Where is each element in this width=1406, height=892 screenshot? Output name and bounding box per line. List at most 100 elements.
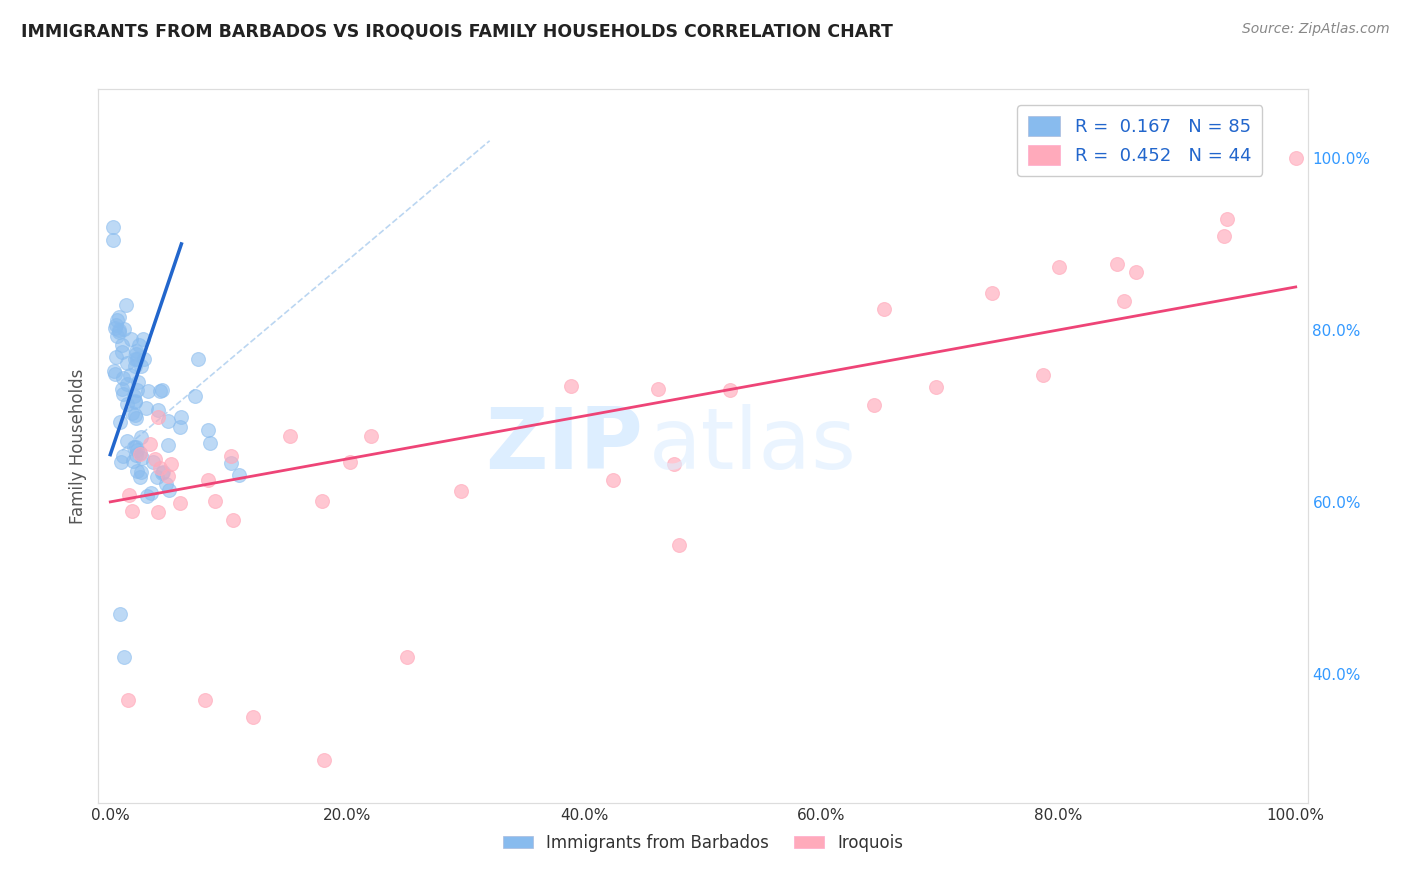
Point bbox=[111, 382, 134, 396]
Point bbox=[132, 332, 155, 346]
Point bbox=[115, 356, 138, 370]
Point bbox=[105, 312, 128, 326]
Point bbox=[155, 477, 177, 491]
Point bbox=[157, 483, 180, 498]
Point bbox=[110, 338, 132, 352]
Point bbox=[862, 398, 884, 412]
Point bbox=[1285, 151, 1308, 165]
Point bbox=[602, 473, 624, 487]
Point bbox=[108, 415, 131, 429]
Point bbox=[127, 442, 149, 457]
Point bbox=[128, 338, 150, 352]
Point bbox=[127, 375, 149, 389]
Point bbox=[925, 380, 948, 394]
Point bbox=[194, 692, 217, 706]
Point bbox=[149, 384, 172, 398]
Point bbox=[228, 468, 250, 483]
Point bbox=[873, 301, 896, 316]
Point bbox=[136, 489, 159, 503]
Point bbox=[125, 347, 148, 361]
Point bbox=[981, 286, 1004, 301]
Text: Source: ZipAtlas.com: Source: ZipAtlas.com bbox=[1241, 22, 1389, 37]
Point bbox=[111, 371, 134, 385]
Point bbox=[111, 345, 134, 359]
Point bbox=[125, 464, 148, 478]
Point bbox=[143, 451, 166, 466]
Point bbox=[1032, 368, 1054, 383]
Point bbox=[120, 332, 142, 346]
Point bbox=[125, 384, 148, 398]
Point bbox=[124, 351, 146, 366]
Point bbox=[110, 455, 132, 469]
Point bbox=[1107, 257, 1129, 271]
Y-axis label: Family Households: Family Households bbox=[69, 368, 87, 524]
Point bbox=[104, 321, 127, 335]
Point bbox=[125, 440, 148, 454]
Point bbox=[124, 344, 146, 359]
Point bbox=[104, 368, 127, 382]
Point bbox=[129, 466, 152, 480]
Point bbox=[204, 493, 226, 508]
Point bbox=[135, 401, 157, 416]
Point bbox=[136, 384, 159, 398]
Point bbox=[150, 466, 173, 480]
Point bbox=[131, 451, 153, 466]
Point bbox=[105, 318, 128, 332]
Text: IMMIGRANTS FROM BARBADOS VS IROQUOIS FAMILY HOUSEHOLDS CORRELATION CHART: IMMIGRANTS FROM BARBADOS VS IROQUOIS FAM… bbox=[21, 22, 893, 40]
Point bbox=[1114, 293, 1136, 308]
Point bbox=[242, 710, 264, 724]
Point bbox=[117, 692, 139, 706]
Point bbox=[129, 469, 152, 483]
Point bbox=[108, 310, 131, 324]
Legend: Immigrants from Barbados, Iroquois: Immigrants from Barbados, Iroquois bbox=[496, 828, 910, 859]
Point bbox=[221, 449, 243, 463]
Point bbox=[197, 423, 219, 437]
Point bbox=[1125, 264, 1147, 278]
Point bbox=[187, 351, 209, 366]
Point bbox=[450, 483, 472, 498]
Point bbox=[134, 352, 156, 367]
Text: ZIP: ZIP bbox=[485, 404, 643, 488]
Point bbox=[115, 377, 138, 392]
Point bbox=[146, 410, 169, 425]
Point bbox=[149, 461, 172, 475]
Point bbox=[115, 434, 138, 448]
Point bbox=[198, 435, 221, 450]
Point bbox=[280, 429, 302, 443]
Point bbox=[118, 488, 141, 502]
Point bbox=[312, 753, 335, 767]
Point bbox=[105, 329, 128, 343]
Point bbox=[152, 465, 174, 479]
Point bbox=[121, 407, 143, 421]
Point bbox=[107, 326, 129, 340]
Point bbox=[160, 457, 183, 471]
Point bbox=[125, 410, 148, 425]
Point bbox=[169, 496, 191, 510]
Point bbox=[127, 351, 149, 366]
Point bbox=[668, 538, 690, 552]
Point bbox=[222, 513, 245, 527]
Point bbox=[103, 364, 125, 378]
Point bbox=[142, 454, 165, 468]
Point bbox=[146, 505, 169, 519]
Point bbox=[311, 494, 333, 508]
Point bbox=[120, 368, 142, 383]
Point bbox=[647, 382, 669, 396]
Point bbox=[141, 486, 163, 500]
Point bbox=[124, 359, 146, 373]
Point bbox=[121, 504, 143, 518]
Point bbox=[170, 410, 193, 425]
Point bbox=[108, 607, 131, 621]
Point bbox=[128, 446, 150, 460]
Point bbox=[139, 437, 162, 451]
Point bbox=[124, 389, 146, 403]
Point bbox=[101, 233, 124, 247]
Point bbox=[122, 454, 145, 468]
Point bbox=[114, 649, 136, 664]
Point bbox=[124, 408, 146, 422]
Point bbox=[129, 447, 152, 461]
Point bbox=[114, 298, 136, 312]
Point bbox=[718, 383, 741, 397]
Point bbox=[146, 470, 169, 484]
Point bbox=[101, 219, 124, 234]
